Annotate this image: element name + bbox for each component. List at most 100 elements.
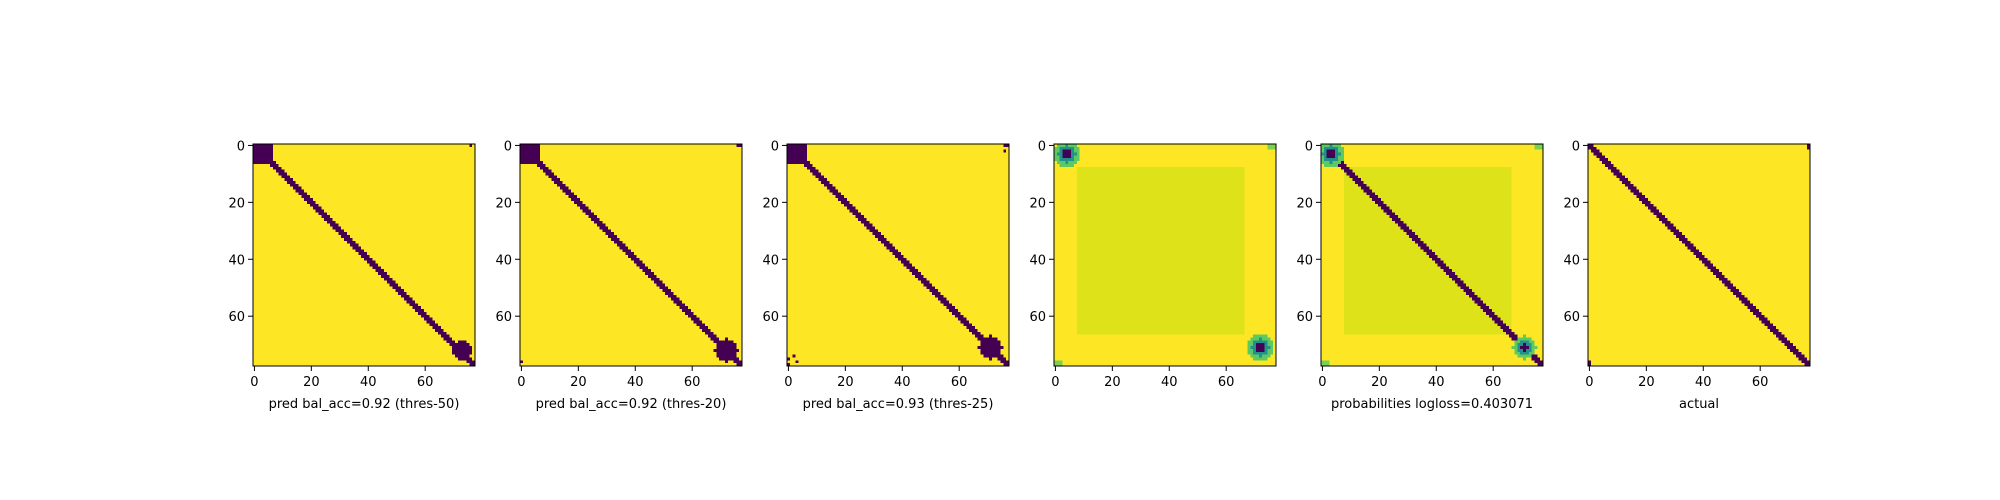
heatmap-cell — [264, 218, 267, 221]
heatmap-cell — [350, 238, 353, 241]
heatmap-cell — [466, 184, 469, 187]
heatmap-cell — [313, 184, 316, 187]
heatmap-cell — [347, 190, 350, 193]
heatmap-cell — [313, 164, 316, 167]
heatmap-cell — [384, 195, 387, 198]
heatmap-cell — [290, 252, 293, 255]
heatmap-cell — [449, 155, 452, 158]
heatmap-cell — [427, 235, 430, 238]
heatmap-cell — [447, 244, 450, 247]
heatmap-cell — [341, 201, 344, 204]
heatmap-cell — [418, 229, 421, 232]
heatmap-cell — [373, 181, 376, 184]
heatmap-cell — [293, 181, 296, 184]
heatmap-cell — [350, 221, 353, 224]
heatmap-cell — [435, 204, 438, 207]
heatmap-cell — [318, 224, 321, 227]
heatmap-cell — [330, 232, 333, 235]
heatmap-cell — [341, 235, 344, 238]
heatmap-cell — [461, 181, 464, 184]
heatmap-cell — [284, 235, 287, 238]
heatmap-cell — [321, 241, 324, 244]
heatmap-cell — [381, 190, 384, 193]
heatmap-cell — [355, 215, 358, 218]
heatmap-cell — [407, 192, 410, 195]
heatmap-cell — [301, 190, 304, 193]
heatmap-cell — [390, 207, 393, 210]
heatmap-cell — [367, 252, 370, 255]
heatmap-cell — [415, 153, 418, 156]
heatmap-cell — [461, 158, 464, 161]
heatmap-cell — [410, 181, 413, 184]
heatmap-cell — [367, 201, 370, 204]
heatmap-cell — [427, 229, 430, 232]
heatmap-cell — [355, 229, 358, 232]
heatmap-cell — [347, 244, 350, 247]
heatmap-cell — [415, 244, 418, 247]
heatmap-cell — [327, 170, 330, 173]
heatmap-cell — [321, 204, 324, 207]
heatmap-cell — [464, 195, 467, 198]
heatmap-cell — [364, 241, 367, 244]
heatmap-cell — [321, 172, 324, 175]
heatmap-cell — [370, 184, 373, 187]
heatmap-cell — [293, 155, 296, 158]
heatmap-cell — [370, 161, 373, 164]
heatmap-cell — [281, 224, 284, 227]
heatmap-cell — [273, 184, 276, 187]
heatmap-cell — [398, 192, 401, 195]
heatmap-cell — [364, 170, 367, 173]
heatmap-cell — [333, 218, 336, 221]
heatmap-cell — [338, 184, 341, 187]
heatmap-cell — [276, 192, 279, 195]
heatmap-cell — [390, 224, 393, 227]
heatmap-cell — [452, 249, 455, 252]
heatmap-cell — [276, 212, 279, 215]
heatmap-cell — [321, 187, 324, 190]
heatmap-cell — [284, 187, 287, 190]
heatmap-cell — [264, 229, 267, 232]
heatmap-cell — [307, 192, 310, 195]
heatmap-cell — [392, 241, 395, 244]
heatmap-cell — [262, 244, 265, 247]
heatmap-cell — [364, 201, 367, 204]
heatmap-cell — [310, 204, 313, 207]
heatmap-cell — [341, 147, 344, 150]
heatmap-cell — [318, 204, 321, 207]
heatmap-cell — [435, 190, 438, 193]
heatmap-cell — [350, 190, 353, 193]
heatmap-cell — [395, 158, 398, 161]
heatmap-cell — [333, 161, 336, 164]
heatmap-cell — [461, 215, 464, 218]
heatmap-cell — [301, 192, 304, 195]
heatmap-cell — [256, 201, 259, 204]
heatmap-cell — [429, 181, 432, 184]
heatmap-cell — [452, 246, 455, 249]
heatmap-cell — [410, 212, 413, 215]
heatmap-cell — [316, 147, 319, 150]
heatmap-cell — [387, 153, 390, 156]
heatmap-cell — [367, 170, 370, 173]
heatmap-cell — [273, 232, 276, 235]
heatmap-cell — [424, 227, 427, 230]
heatmap-cell — [330, 155, 333, 158]
heatmap-cell — [421, 190, 424, 193]
heatmap-cell — [284, 150, 287, 153]
heatmap-cell — [449, 229, 452, 232]
heatmap-cell — [353, 178, 356, 181]
heatmap-cell — [287, 195, 290, 198]
heatmap-cell — [444, 170, 447, 173]
heatmap-cell — [304, 252, 307, 255]
heatmap-cell — [390, 175, 393, 178]
heatmap-cell — [407, 170, 410, 173]
heatmap-cell — [435, 241, 438, 244]
heatmap-cell — [418, 255, 421, 258]
heatmap-cell — [355, 235, 358, 238]
heatmap-cell — [259, 238, 262, 241]
heatmap-cell — [333, 195, 336, 198]
heatmap-cell — [301, 187, 304, 190]
heatmap-cell — [296, 229, 299, 232]
heatmap-cell — [358, 229, 361, 232]
heatmap-cell — [341, 212, 344, 215]
